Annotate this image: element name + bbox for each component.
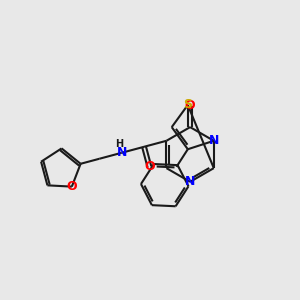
Text: O: O <box>67 180 77 193</box>
Text: N: N <box>116 146 127 159</box>
Text: O: O <box>185 99 195 112</box>
Text: S: S <box>183 98 192 112</box>
Text: N: N <box>185 175 195 188</box>
Text: N: N <box>208 134 219 147</box>
Text: O: O <box>144 160 155 173</box>
Text: H: H <box>115 139 123 149</box>
